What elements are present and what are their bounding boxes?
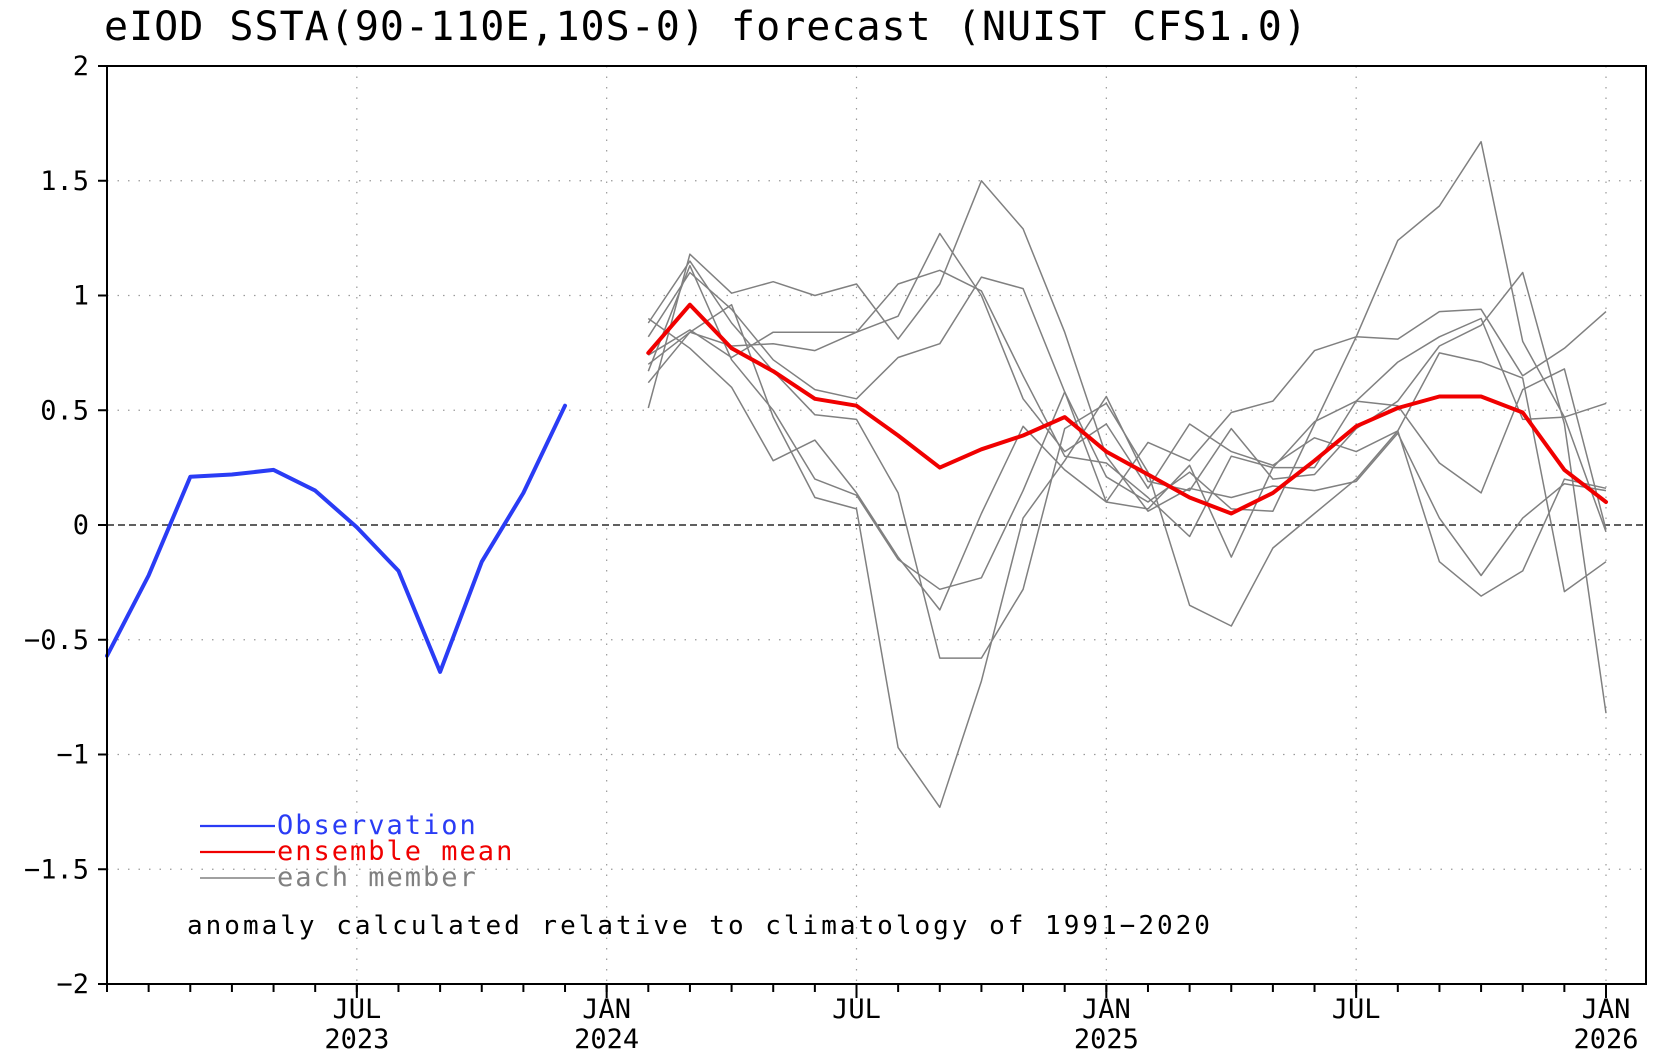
legend-label: each member xyxy=(277,862,478,893)
chart-title: eIOD SSTA(90-110E,10S-0) forecast (NUIST… xyxy=(104,4,1308,50)
y-tick-label: 0.5 xyxy=(40,395,89,426)
member-line xyxy=(647,260,1607,659)
member-line xyxy=(647,232,1607,593)
series-lines xyxy=(105,302,1608,674)
member-line xyxy=(647,271,1607,809)
legend-label: ensemble mean xyxy=(277,836,514,867)
x-tick-year: 2025 xyxy=(1074,1024,1139,1052)
member-lines xyxy=(647,140,1607,809)
y-tick-label: 1 xyxy=(73,281,89,312)
x-tick-year: 2023 xyxy=(324,1024,389,1052)
y-tick-label: −0.5 xyxy=(24,625,89,656)
x-tick-month: JAN xyxy=(1582,994,1631,1025)
member-line xyxy=(647,140,1607,591)
x-tick-month: JUL xyxy=(832,994,881,1025)
y-tick-label: 2 xyxy=(73,51,89,82)
member-line xyxy=(647,317,1607,611)
member-line xyxy=(647,269,1607,538)
y-tick-label: −1 xyxy=(56,740,89,771)
x-tick-month: JAN xyxy=(582,994,631,1025)
y-tick-label: 1.5 xyxy=(40,166,89,197)
x-tick-month: JUL xyxy=(332,994,381,1025)
y-tick-label: −2 xyxy=(56,969,89,1000)
legend-label: Observation xyxy=(277,810,478,841)
member-line xyxy=(647,271,1607,503)
y-tick-label: 0 xyxy=(73,510,89,541)
observation-line xyxy=(105,403,567,674)
climatology-note: anomaly calculated relative to climatolo… xyxy=(187,911,1213,941)
ensemble-mean-line xyxy=(646,302,1608,516)
x-tick-year: 2026 xyxy=(1573,1024,1638,1052)
y-tick-label: −1.5 xyxy=(24,854,89,885)
member-line xyxy=(647,180,1607,577)
y-axis: 2 1.5 1 0.5 0 −0.5 −1 −1.5 −2 xyxy=(24,51,107,1000)
x-tick-month: JUL xyxy=(1332,994,1381,1025)
x-tick-year: 2024 xyxy=(574,1024,639,1052)
x-tick-month: JAN xyxy=(1082,994,1131,1025)
